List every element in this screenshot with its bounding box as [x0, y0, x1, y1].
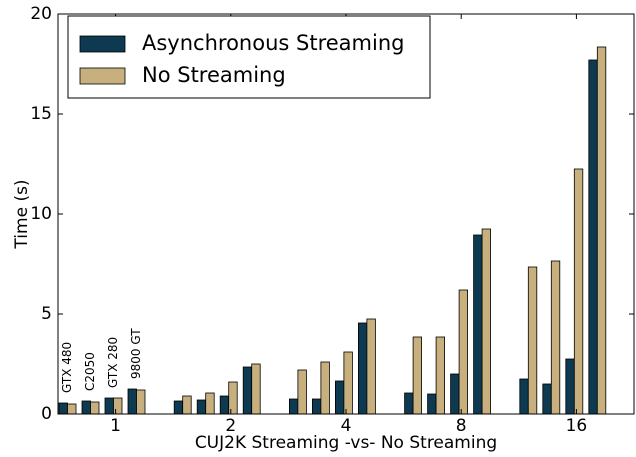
bar — [81, 400, 91, 415]
bar — [67, 403, 77, 415]
subcategory-label: GTX 480 — [60, 342, 74, 393]
bar — [458, 289, 469, 415]
x-tick-label: 16 — [566, 416, 588, 436]
bar — [519, 378, 529, 415]
bar — [104, 397, 114, 415]
bar — [573, 168, 584, 415]
subcategory-label: C2050 — [83, 352, 97, 391]
bar — [527, 266, 538, 415]
legend-label: No Streaming — [142, 63, 286, 87]
bar — [182, 395, 192, 415]
bar — [412, 336, 423, 415]
bar — [542, 383, 552, 415]
bar — [565, 358, 575, 415]
bar — [127, 388, 137, 415]
legend-box — [67, 15, 431, 99]
bar — [588, 59, 598, 415]
bar — [481, 228, 492, 415]
legend-label: Asynchronous Streaming — [142, 31, 404, 55]
y-axis-label: Time (s) — [12, 179, 32, 249]
y-tick-label: 5 — [41, 304, 52, 324]
x-tick-label: 1 — [110, 416, 121, 436]
bar — [366, 318, 376, 415]
x-tick-label: 4 — [341, 416, 352, 436]
bar — [58, 402, 68, 415]
y-tick-label: 10 — [30, 204, 52, 224]
bar — [550, 260, 561, 415]
bar — [473, 234, 483, 415]
bar — [251, 363, 261, 415]
bar — [320, 361, 330, 415]
x-tick-label: 8 — [456, 416, 467, 436]
bar — [196, 399, 207, 415]
bar — [343, 351, 353, 415]
bar — [297, 369, 307, 415]
y-tick-label: 20 — [30, 4, 52, 24]
bar — [450, 373, 460, 415]
bar — [596, 46, 607, 415]
bar — [136, 389, 146, 415]
legend-swatch — [79, 35, 126, 53]
bar — [205, 392, 215, 415]
bar — [311, 398, 322, 415]
bar — [334, 380, 345, 415]
bar — [288, 398, 299, 415]
bar — [90, 401, 100, 415]
bar — [357, 322, 368, 415]
y-tick-label: 0 — [41, 404, 52, 424]
bar — [228, 381, 238, 415]
subcategory-label: 9800 GT — [129, 328, 143, 379]
x-axis-label: CUJ2K Streaming -vs- No Streaming — [195, 433, 497, 453]
legend-swatch — [79, 67, 126, 85]
subcategory-label: GTX 280 — [106, 337, 120, 388]
bar — [242, 366, 253, 415]
bar — [219, 395, 230, 415]
bar — [427, 393, 437, 415]
bar — [113, 397, 123, 415]
bar — [404, 392, 414, 415]
x-tick-label: 2 — [225, 416, 236, 436]
bar — [173, 400, 184, 415]
bar — [435, 336, 446, 415]
plot-frame — [57, 13, 635, 415]
y-tick-label: 15 — [30, 104, 52, 124]
